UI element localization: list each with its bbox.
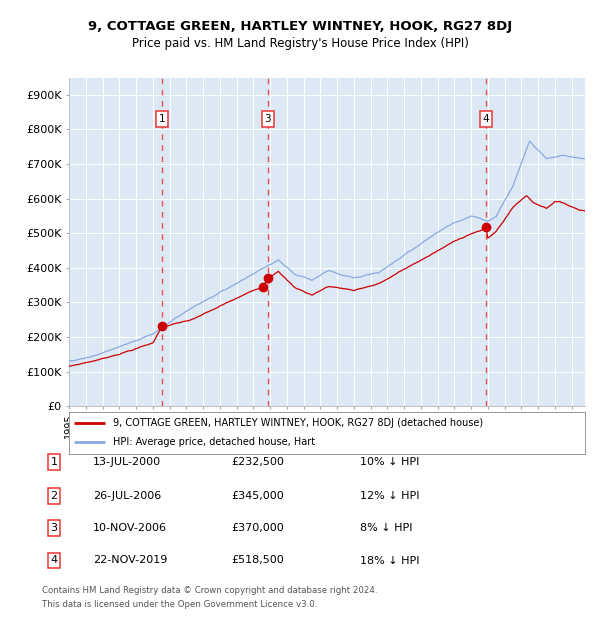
Text: 2: 2 xyxy=(50,491,58,501)
Text: 13-JUL-2000: 13-JUL-2000 xyxy=(93,457,161,467)
Text: 4: 4 xyxy=(483,114,490,124)
Text: 26-JUL-2006: 26-JUL-2006 xyxy=(93,491,161,501)
Text: 9, COTTAGE GREEN, HARTLEY WINTNEY, HOOK, RG27 8DJ (detached house): 9, COTTAGE GREEN, HARTLEY WINTNEY, HOOK,… xyxy=(113,418,483,428)
Text: 3: 3 xyxy=(50,523,58,533)
Text: 9, COTTAGE GREEN, HARTLEY WINTNEY, HOOK, RG27 8DJ: 9, COTTAGE GREEN, HARTLEY WINTNEY, HOOK,… xyxy=(88,20,512,33)
Text: 10% ↓ HPI: 10% ↓ HPI xyxy=(360,457,419,467)
Text: 1: 1 xyxy=(158,114,165,124)
Text: Contains HM Land Registry data © Crown copyright and database right 2024.: Contains HM Land Registry data © Crown c… xyxy=(42,586,377,595)
Text: £232,500: £232,500 xyxy=(231,457,284,467)
Text: This data is licensed under the Open Government Licence v3.0.: This data is licensed under the Open Gov… xyxy=(42,600,317,609)
Text: 10-NOV-2006: 10-NOV-2006 xyxy=(93,523,167,533)
Text: 1: 1 xyxy=(50,457,58,467)
Text: 4: 4 xyxy=(50,556,58,565)
Text: HPI: Average price, detached house, Hart: HPI: Average price, detached house, Hart xyxy=(113,438,315,448)
Text: 3: 3 xyxy=(265,114,271,124)
Text: £370,000: £370,000 xyxy=(231,523,284,533)
Text: Price paid vs. HM Land Registry's House Price Index (HPI): Price paid vs. HM Land Registry's House … xyxy=(131,37,469,50)
Text: £345,000: £345,000 xyxy=(231,491,284,501)
Text: £518,500: £518,500 xyxy=(231,556,284,565)
Text: 12% ↓ HPI: 12% ↓ HPI xyxy=(360,491,419,501)
Text: 22-NOV-2019: 22-NOV-2019 xyxy=(93,556,167,565)
Text: 8% ↓ HPI: 8% ↓ HPI xyxy=(360,523,413,533)
Text: 18% ↓ HPI: 18% ↓ HPI xyxy=(360,556,419,565)
